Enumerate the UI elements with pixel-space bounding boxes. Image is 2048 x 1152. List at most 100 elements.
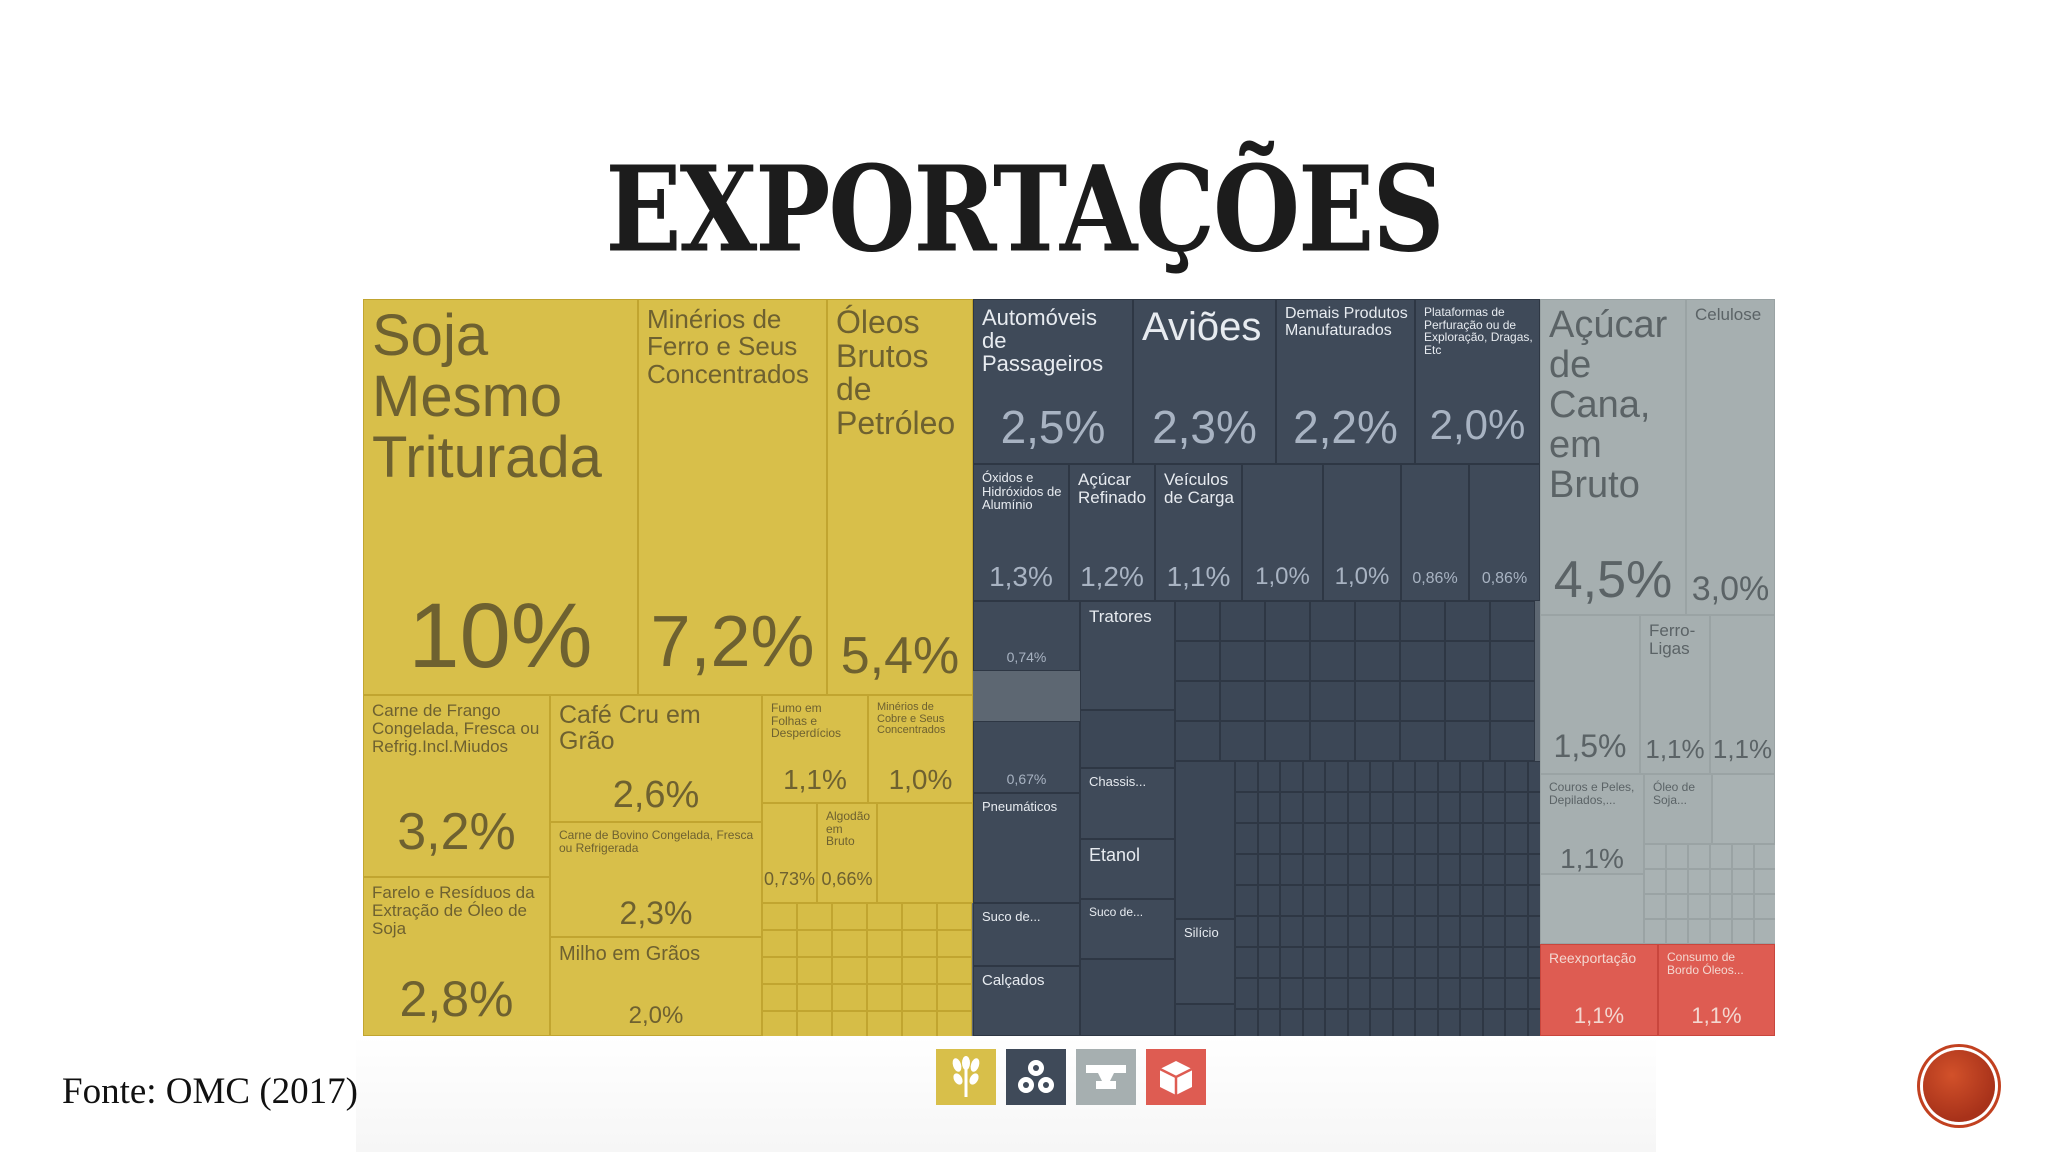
treemap-cell-minor bbox=[1437, 854, 1460, 885]
treemap-cell-minor bbox=[1437, 916, 1460, 947]
treemap-cell[interactable]: Suco de... bbox=[973, 903, 1080, 966]
treemap-cell-minor bbox=[1257, 885, 1280, 916]
box-icon[interactable] bbox=[1146, 1049, 1206, 1105]
next-slide-button[interactable] bbox=[1923, 1050, 1995, 1122]
treemap-cell[interactable]: Café Cru em Grão 2,6% bbox=[550, 695, 762, 822]
treemap-cell-minor bbox=[1754, 844, 1775, 869]
treemap-cell[interactable]: Açúcar de Cana, em Bruto 4,5% bbox=[1540, 299, 1686, 615]
treemap-cell[interactable]: 1,1% bbox=[1710, 615, 1775, 774]
treemap-cell[interactable]: Pneumáticos bbox=[973, 793, 1080, 903]
treemap-cell-minor bbox=[1370, 854, 1393, 885]
treemap-cell-minor bbox=[1220, 721, 1265, 761]
treemap-cell[interactable]: Calçados bbox=[973, 966, 1080, 1036]
treemap-cell[interactable]: Farelo e Resíduos da Extração de Óleo de… bbox=[363, 877, 550, 1036]
treemap-cell[interactable]: Automóveis de Passageiros 2,5% bbox=[973, 299, 1133, 464]
treemap-cell-minor bbox=[1482, 885, 1505, 916]
treemap-cell[interactable]: 1,5% bbox=[1540, 615, 1640, 774]
treemap-cell-minor bbox=[1265, 601, 1310, 641]
treemap-cell-label: Consumo de Bordo Óleos... bbox=[1667, 950, 1744, 977]
treemap-cell[interactable]: Celulose 3,0% bbox=[1686, 299, 1775, 615]
treemap-cell[interactable]: 1,0% bbox=[1242, 464, 1323, 601]
treemap-cell-value: 2,3% bbox=[619, 895, 693, 931]
treemap-cell-value: 5,4% bbox=[840, 627, 960, 685]
treemap-cell-label: Minérios de Ferro e Seus Concentrados bbox=[647, 304, 809, 389]
treemap-cell-minor bbox=[1445, 721, 1490, 761]
anvil-icon[interactable] bbox=[1076, 1049, 1136, 1105]
treemap-cell-minor bbox=[1325, 792, 1348, 823]
treemap-cell-value: 1,1% bbox=[783, 764, 847, 795]
gears-icon[interactable] bbox=[1006, 1049, 1066, 1105]
treemap-cell[interactable]: Chassis... bbox=[1080, 768, 1175, 839]
treemap-cell-minor bbox=[1392, 823, 1415, 854]
treemap-cell-minor bbox=[1392, 854, 1415, 885]
treemap-cell-label: Veículos de Carga bbox=[1164, 470, 1234, 507]
treemap-cell[interactable]: Couros e Peles, Depilados,... 1,1% bbox=[1540, 774, 1644, 874]
treemap-cell[interactable]: Minérios de Ferro e Seus Concentrados 7,2… bbox=[638, 299, 827, 695]
treemap-cell[interactable]: Suco de... bbox=[1080, 899, 1175, 959]
treemap-cell[interactable]: Tratores bbox=[1080, 601, 1175, 710]
treemap-cell-minor bbox=[1325, 823, 1348, 854]
treemap-cell[interactable]: Aviões 2,3% bbox=[1133, 299, 1276, 464]
treemap-cell[interactable]: Minérios de Cobre e Seus Concentrados 1,0… bbox=[868, 695, 973, 803]
treemap-cell-minor bbox=[1265, 641, 1310, 681]
treemap-cell-label: Tratores bbox=[1089, 607, 1152, 626]
treemap-cell[interactable]: Óleo de Soja... bbox=[1644, 774, 1712, 844]
treemap-cell-minor bbox=[1666, 869, 1688, 894]
treemap-cell[interactable]: 0,67% bbox=[973, 721, 1080, 793]
treemap-cell-minor bbox=[1710, 894, 1732, 919]
treemap-cell-minor bbox=[1505, 947, 1528, 978]
treemap-cell[interactable]: 0,73% bbox=[762, 803, 817, 903]
treemap-cell[interactable]: 0,86% bbox=[1469, 464, 1540, 601]
treemap-cell-label: Minérios de Cobre e Seus Concentrados bbox=[877, 701, 946, 737]
treemap-cell[interactable]: Milho em Grãos 2,0% bbox=[550, 937, 762, 1036]
treemap-cell-minor bbox=[1415, 761, 1438, 792]
treemap-cell-minor bbox=[1666, 919, 1688, 944]
treemap-cell[interactable]: Açúcar Refinado 1,2% bbox=[1069, 464, 1155, 601]
treemap-cell-minor bbox=[1644, 894, 1666, 919]
treemap-cell-value: 2,6% bbox=[612, 774, 700, 816]
treemap-cell-minor bbox=[1445, 641, 1490, 681]
treemap-cell-minor bbox=[1280, 761, 1303, 792]
treemap-cell-minor bbox=[1392, 916, 1415, 947]
treemap-cell-minor bbox=[1175, 761, 1235, 919]
treemap-cell-minor bbox=[1302, 978, 1325, 1009]
treemap-cell[interactable]: Óleos Brutos de Petróleo 5,4% bbox=[827, 299, 973, 695]
treemap-cell[interactable]: Reexportação 1,1% bbox=[1540, 944, 1658, 1036]
treemap-cell[interactable]: Algodão em Bruto 0,66% bbox=[817, 803, 877, 903]
treemap-cell[interactable]: 0,74% bbox=[973, 601, 1080, 671]
treemap-cell[interactable]: Veículos de Carga 1,1% bbox=[1155, 464, 1242, 601]
wheat-icon[interactable] bbox=[936, 1049, 996, 1105]
treemap-cell[interactable]: Consumo de Bordo Óleos... 1,1% bbox=[1658, 944, 1775, 1036]
treemap-cell-minor bbox=[832, 903, 867, 930]
treemap-cell[interactable]: 1,0% bbox=[1323, 464, 1401, 601]
treemap-cell-value: 3,2% bbox=[397, 803, 516, 861]
treemap-cell[interactable]: Silício bbox=[1175, 919, 1235, 1004]
treemap-cell-minor bbox=[1460, 1009, 1483, 1036]
treemap-cell-minor bbox=[1490, 641, 1535, 681]
treemap-cell-minor bbox=[1754, 869, 1775, 894]
treemap-cell[interactable]: 0,86% bbox=[1401, 464, 1469, 601]
treemap-cell-minor bbox=[1505, 1009, 1528, 1036]
treemap-cell-minor bbox=[1460, 978, 1483, 1009]
treemap-cell-minor bbox=[1644, 844, 1666, 869]
treemap-cell-minor bbox=[1302, 947, 1325, 978]
treemap-cell-minor bbox=[1347, 761, 1370, 792]
treemap-cell[interactable]: Ferro-Ligas 1,1% bbox=[1640, 615, 1710, 774]
treemap-cell[interactable]: Etanol bbox=[1080, 839, 1175, 899]
treemap-cell-minor bbox=[1490, 721, 1535, 761]
treemap-cell-minor bbox=[1370, 916, 1393, 947]
treemap-cell[interactable]: Demais Produtos Manufaturados 2,2% bbox=[1276, 299, 1415, 464]
treemap-cell[interactable]: Fumo em Folhas e Desperdícios 1,1% bbox=[762, 695, 868, 803]
treemap-cell[interactable]: Soja Mesmo Triturada 10% bbox=[363, 299, 638, 695]
treemap-cell-minor bbox=[1355, 681, 1400, 721]
treemap-cell[interactable]: Plataformas de Perfuração ou de Exploraç… bbox=[1415, 299, 1540, 464]
treemap-cell-minor bbox=[1437, 978, 1460, 1009]
treemap-cell-minor bbox=[1347, 1009, 1370, 1036]
treemap-cell-minor bbox=[1460, 947, 1483, 978]
treemap-cell[interactable]: Óxidos e Hidróxidos de Alumínio 1,3% bbox=[973, 464, 1069, 601]
treemap-cell-minor bbox=[1505, 916, 1528, 947]
treemap-cell[interactable]: Carne de Frango Congelada, Fresca ou Ref… bbox=[363, 695, 550, 877]
treemap-cell-label: Fumo em Folhas e Desperdícios bbox=[771, 701, 842, 741]
treemap-cell-value: 7,2% bbox=[650, 602, 815, 682]
treemap-cell[interactable]: Carne de Bovino Congelada, Fresca ou Ref… bbox=[550, 822, 762, 937]
